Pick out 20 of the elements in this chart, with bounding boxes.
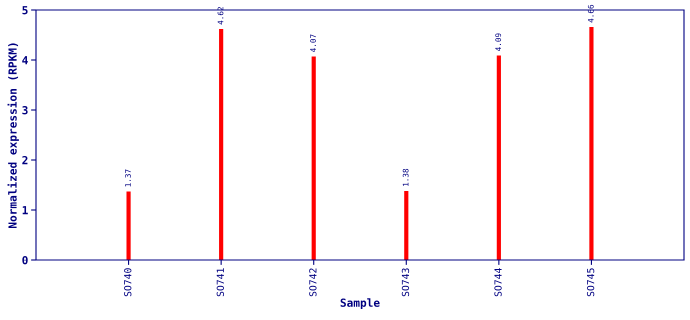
bar xyxy=(589,27,594,260)
x-tick-label: SO740 xyxy=(124,268,132,296)
y-tick-label: 0 xyxy=(22,256,28,264)
bar xyxy=(312,56,316,260)
x-tick-label: SO741 xyxy=(216,268,224,296)
y-tick-label: 4 xyxy=(22,56,28,64)
x-tick-label: SO745 xyxy=(586,268,594,296)
y-tick-label: 1 xyxy=(22,206,28,214)
x-tick-label: SO743 xyxy=(402,268,410,296)
y-axis-title: Normalized expression (RPKM) xyxy=(8,43,19,228)
y-tick-label: 3 xyxy=(22,106,28,114)
bar xyxy=(219,29,224,260)
bar xyxy=(496,56,501,260)
y-tick-label: 5 xyxy=(22,6,28,14)
bar xyxy=(126,192,131,260)
y-tick-label: 2 xyxy=(22,156,28,164)
x-tick-label: SO744 xyxy=(494,268,502,296)
x-axis-title: Sample xyxy=(340,298,380,310)
bar xyxy=(404,191,408,260)
x-tick-label: SO742 xyxy=(309,268,317,296)
